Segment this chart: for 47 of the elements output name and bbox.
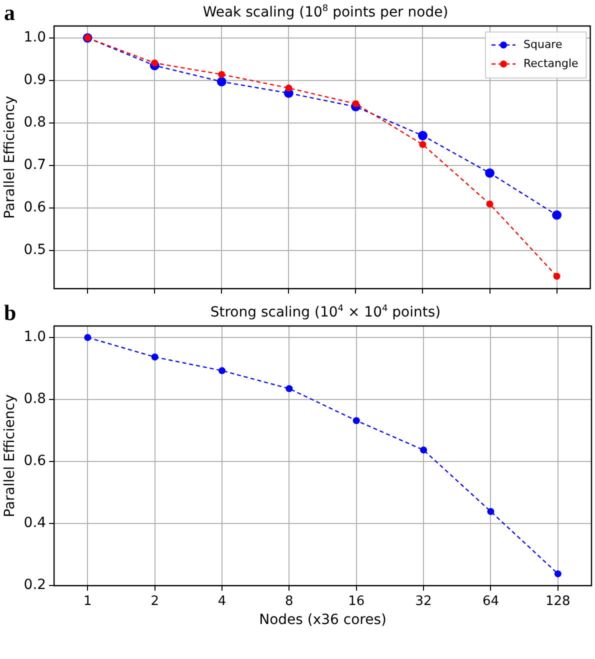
y-tick-label: 0.5	[24, 242, 46, 258]
y-tick-label: 1.0	[24, 30, 46, 46]
chart-title: Strong scaling (10$^{4}$ × 10$^{4}$ points)	[209, 304, 442, 321]
y-tick-label: 0.9	[24, 72, 46, 88]
y-tick-label: 0.2	[24, 577, 46, 594]
x-tick-label: 4	[218, 594, 226, 609]
y-tick-label: 0.8	[24, 114, 46, 131]
y-tick-label: 0.6	[24, 200, 46, 216]
point	[218, 367, 226, 374]
legend-label: Rectangle	[524, 56, 579, 70]
point	[554, 570, 562, 578]
y-axis-title: Parallel Efficiency	[2, 96, 18, 219]
x-tick-label: 64	[482, 594, 500, 609]
point	[286, 385, 293, 392]
point	[487, 508, 494, 515]
point	[352, 100, 360, 108]
x-tick-label: 32	[415, 594, 432, 609]
point	[553, 272, 560, 280]
point	[418, 130, 428, 140]
point	[419, 141, 426, 148]
x-tick-label: 128	[545, 594, 570, 609]
point	[485, 168, 494, 178]
point	[552, 210, 562, 220]
text: b	[4, 300, 16, 326]
y-tick-label: 0.6	[24, 453, 46, 470]
point	[420, 446, 428, 454]
point	[151, 59, 158, 66]
text: a	[4, 0, 15, 26]
x-axis-title: Nodes (x36 cores)	[259, 612, 386, 628]
y-tick-label: 1.0	[24, 329, 46, 346]
x-tick-label: 16	[348, 594, 365, 609]
point	[352, 417, 360, 424]
x-tick-label: 8	[285, 594, 294, 609]
point	[285, 84, 292, 92]
x-tick-label: 1	[84, 594, 92, 609]
chart-title: Weak scaling (10$^{8}$ points per node)	[202, 4, 450, 21]
point	[84, 334, 92, 341]
y-tick-label: 0.4	[24, 515, 46, 532]
y-tick-label: 0.8	[24, 391, 46, 408]
x-tick-label: 2	[150, 594, 159, 609]
point	[218, 70, 226, 78]
y-tick-label: 0.7	[24, 157, 46, 174]
y-axis-title: Parallel Efficiency	[2, 394, 18, 518]
point	[216, 76, 226, 86]
point	[151, 354, 158, 361]
point	[486, 200, 494, 208]
legend-label: Square	[524, 38, 562, 51]
